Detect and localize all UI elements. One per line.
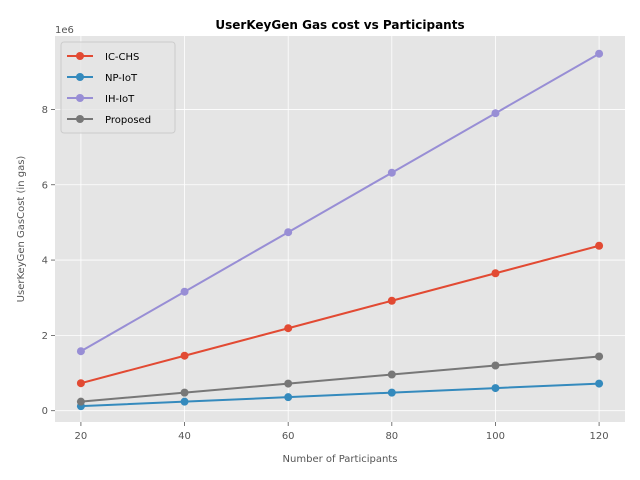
legend-marker-ih-iot [76, 94, 84, 102]
data-point-ih-iot [595, 49, 604, 58]
series-proposed [76, 352, 604, 406]
x-tick-label: 20 [75, 431, 88, 442]
data-point-ic-chs [180, 351, 189, 360]
legend-label-np-iot: NP-IoT [105, 73, 138, 84]
data-point-np-iot [284, 393, 293, 402]
series-ic-chs [76, 241, 604, 388]
data-point-ih-iot [387, 168, 396, 177]
legend-marker-np-iot [76, 73, 84, 81]
legend-box [60, 41, 176, 134]
chart-title: UserKeyGen Gas cost vs Participants [215, 18, 464, 32]
series-lines [76, 49, 604, 411]
x-tick-label: 120 [590, 431, 609, 442]
legend-marker-proposed [76, 115, 84, 123]
data-point-proposed [491, 361, 500, 370]
series-ih-iot [76, 49, 604, 356]
series-line-ic-chs [80, 244, 600, 385]
x-tick-label: 40 [178, 431, 191, 442]
data-point-ic-chs [595, 241, 604, 250]
data-point-ih-iot [180, 287, 189, 296]
legend-marker-ic-chs [76, 52, 84, 60]
series-line-proposed [80, 355, 600, 403]
x-axis-ticks: 20 40 60 80 100 120 [75, 422, 609, 442]
data-point-ih-iot [284, 228, 293, 237]
x-tick-label: 80 [385, 431, 398, 442]
y-tick-label: 0 [42, 406, 48, 417]
x-axis-label: Number of Participants [283, 454, 398, 465]
data-point-ih-iot [491, 109, 500, 118]
data-point-np-iot [595, 379, 604, 388]
y-tick-label: 8 [42, 105, 48, 116]
data-point-ic-chs [76, 379, 85, 388]
series-line-np-iot [80, 382, 600, 408]
x-tick-label: 100 [486, 431, 505, 442]
y-axis-label: UserKeyGen GasCost (in gas) [16, 156, 27, 303]
data-point-ic-chs [491, 269, 500, 278]
legend: IC-CHS NP-IoT IH-IoT Proposed [60, 41, 176, 134]
data-point-np-iot [387, 388, 396, 397]
legend-label-proposed: Proposed [105, 115, 151, 126]
data-point-ic-chs [387, 296, 396, 305]
legend-label-ih-iot: IH-IoT [105, 94, 135, 105]
data-point-proposed [595, 352, 604, 361]
data-point-np-iot [180, 397, 189, 406]
data-point-proposed [76, 397, 85, 406]
data-point-np-iot [491, 384, 500, 393]
data-point-proposed [284, 379, 293, 388]
legend-label-ic-chs: IC-CHS [105, 52, 139, 63]
series-line-ih-iot [80, 52, 600, 353]
y-axis-ticks: 0 2 4 6 8 [42, 105, 55, 417]
data-point-ih-iot [76, 347, 85, 356]
y-tick-label: 2 [42, 331, 48, 342]
data-point-proposed [180, 388, 189, 397]
y-tick-label: 6 [42, 180, 48, 191]
y-offset-label: 1e6 [55, 25, 74, 36]
x-tick-label: 60 [282, 431, 295, 442]
data-point-ic-chs [284, 324, 293, 333]
data-point-proposed [387, 370, 396, 379]
y-tick-label: 4 [42, 256, 48, 267]
